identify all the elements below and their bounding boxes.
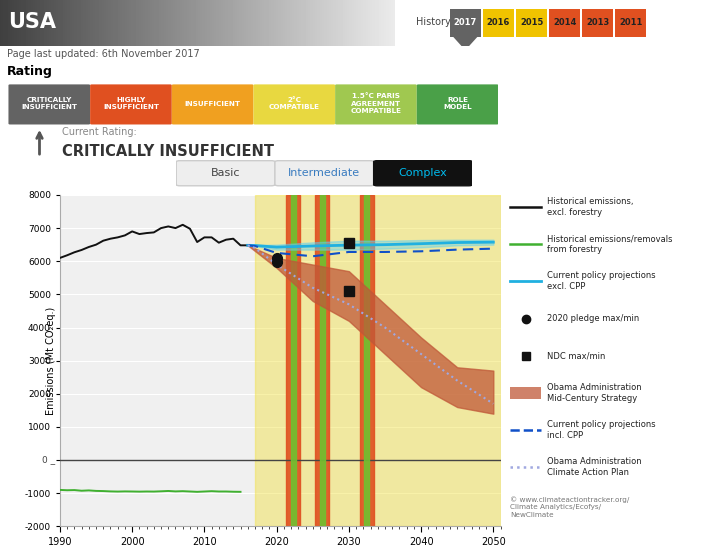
Bar bbox=[319, 195, 325, 526]
Text: 2020 pledge max/min: 2020 pledge max/min bbox=[547, 314, 639, 323]
Text: Historical emissions,
excl. forestry: Historical emissions, excl. forestry bbox=[547, 197, 634, 217]
Bar bbox=[315, 195, 329, 526]
Bar bbox=[483, 9, 514, 37]
Text: Obama Administration
Climate Action Plan: Obama Administration Climate Action Plan bbox=[547, 457, 642, 477]
Text: 2°C
COMPATIBLE: 2°C COMPATIBLE bbox=[269, 97, 320, 110]
Bar bbox=[286, 195, 300, 526]
Bar bbox=[582, 9, 613, 37]
Bar bbox=[516, 9, 547, 37]
FancyBboxPatch shape bbox=[417, 84, 498, 124]
Bar bbox=[615, 9, 646, 37]
Text: 0 _: 0 _ bbox=[42, 456, 56, 465]
Text: 2017: 2017 bbox=[454, 18, 477, 27]
Text: CRITICALLY INSUFFICIENT: CRITICALLY INSUFFICIENT bbox=[61, 144, 274, 159]
Text: Current policy projections
excl. CPP: Current policy projections excl. CPP bbox=[547, 271, 656, 291]
Text: Complex: Complex bbox=[398, 168, 448, 178]
Text: Historical emissions/removals
from forestry: Historical emissions/removals from fores… bbox=[547, 234, 673, 255]
Text: 2011: 2011 bbox=[619, 18, 643, 27]
Text: History:: History: bbox=[416, 17, 453, 27]
Text: 2016: 2016 bbox=[486, 18, 510, 27]
Text: 2013: 2013 bbox=[587, 18, 609, 27]
FancyBboxPatch shape bbox=[275, 160, 374, 186]
Text: Current policy projections
incl. CPP: Current policy projections incl. CPP bbox=[547, 420, 656, 440]
Text: CRITICALLY
INSUFFICIENT: CRITICALLY INSUFFICIENT bbox=[21, 97, 78, 110]
Bar bbox=[364, 195, 369, 526]
FancyBboxPatch shape bbox=[8, 84, 90, 124]
FancyBboxPatch shape bbox=[172, 84, 254, 124]
Bar bbox=[395, 0, 705, 46]
Bar bbox=[549, 9, 580, 37]
Text: 2015: 2015 bbox=[520, 18, 544, 27]
Text: ROLE
MODEL: ROLE MODEL bbox=[443, 97, 472, 110]
Bar bbox=[510, 387, 541, 399]
FancyBboxPatch shape bbox=[90, 84, 172, 124]
Text: 1.5°C PARIS
AGREEMENT
COMPATIBLE: 1.5°C PARIS AGREEMENT COMPATIBLE bbox=[350, 94, 401, 114]
Text: Emissions (Mt CO₂eq.): Emissions (Mt CO₂eq.) bbox=[46, 306, 56, 415]
FancyBboxPatch shape bbox=[254, 84, 335, 124]
Bar bbox=[290, 195, 296, 526]
Text: 2014: 2014 bbox=[553, 18, 577, 27]
Text: NDC max/min: NDC max/min bbox=[547, 351, 606, 360]
Text: Basic: Basic bbox=[211, 168, 240, 178]
Text: Intermediate: Intermediate bbox=[288, 168, 360, 178]
Text: Obama Administration
Mid-Century Strategy: Obama Administration Mid-Century Strateg… bbox=[547, 383, 642, 403]
FancyBboxPatch shape bbox=[374, 160, 472, 186]
Bar bbox=[255, 195, 501, 526]
Text: INSUFFICIENT: INSUFFICIENT bbox=[185, 101, 240, 106]
Text: HIGHLY
INSUFFICIENT: HIGHLY INSUFFICIENT bbox=[103, 97, 159, 110]
Bar bbox=[360, 195, 374, 526]
Bar bbox=[450, 9, 481, 37]
Text: Current Rating:: Current Rating: bbox=[61, 127, 136, 137]
FancyBboxPatch shape bbox=[176, 160, 275, 186]
FancyBboxPatch shape bbox=[335, 84, 417, 124]
Polygon shape bbox=[453, 37, 477, 50]
Text: USA: USA bbox=[8, 12, 56, 32]
Text: Rating: Rating bbox=[7, 65, 53, 79]
Text: © www.climateactiontracker.org/
Climate Analytics/Ecofys/
NewClimate: © www.climateactiontracker.org/ Climate … bbox=[510, 496, 630, 518]
Text: Page last updated: 6th November 2017: Page last updated: 6th November 2017 bbox=[7, 49, 200, 58]
